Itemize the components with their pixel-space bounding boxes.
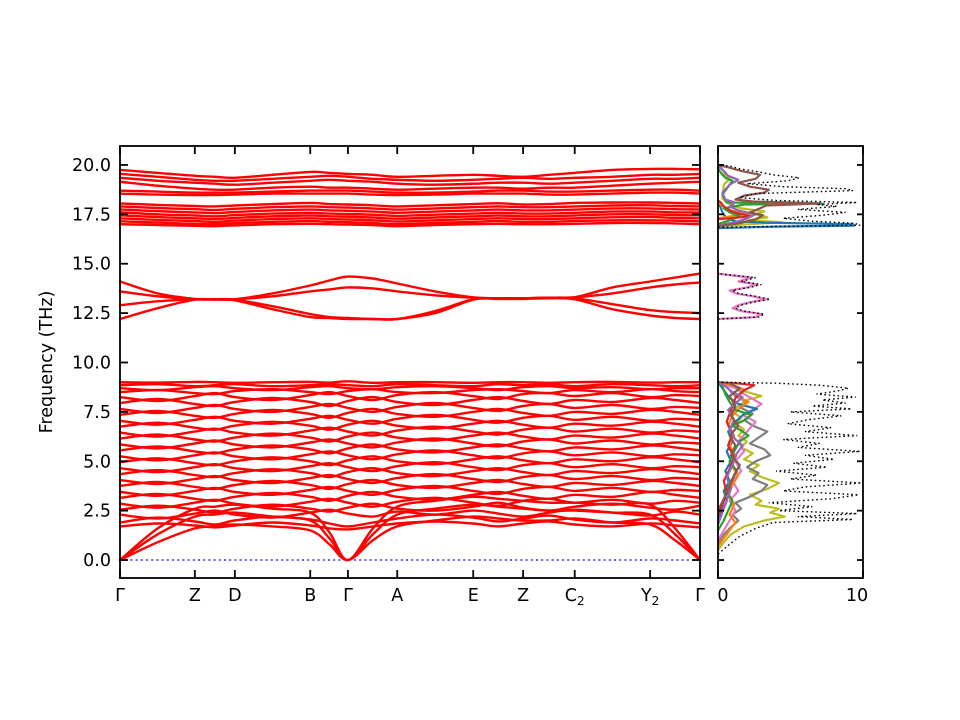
dos-series-green <box>717 381 753 531</box>
y-tick-label: 20.0 <box>72 156 111 176</box>
kpoint-label: Y2 <box>640 586 659 608</box>
y-tick-label: 10.0 <box>72 353 111 373</box>
phonon-band-line <box>118 478 702 491</box>
y-axis-label: Frequency (THz) <box>37 291 57 434</box>
phonon-band-line <box>118 272 702 301</box>
y-tick-label: 7.5 <box>83 403 111 423</box>
kpoint-label: Z <box>517 586 529 606</box>
phonon-band-line <box>118 210 702 218</box>
kpoint-label: C2 <box>565 586 585 608</box>
y-tick-label: 15.0 <box>72 255 111 275</box>
kpoint-label: Γ <box>695 586 705 606</box>
phonon-band-line <box>118 431 702 443</box>
phonon-band-line <box>118 215 702 224</box>
phonon-band-line <box>118 395 702 408</box>
phonon-band-line <box>118 382 702 388</box>
phonon-band-line <box>118 520 702 531</box>
phonon-band-line <box>118 212 702 221</box>
kpoint-label: Γ <box>343 586 353 606</box>
kpoint-label: E <box>468 586 479 606</box>
phonon-band-line <box>118 455 702 467</box>
dos-series-pink <box>717 272 767 321</box>
phonon-band-line <box>118 419 702 431</box>
kpoint-label: D <box>228 586 241 606</box>
band-structure-lines <box>118 167 702 562</box>
dos-series-purple <box>717 165 757 227</box>
dos-x-tick-label: 0 <box>717 586 728 606</box>
phonon-band-line <box>118 501 702 514</box>
axis-tick-labels: Frequency (THz) 0.0 2.5 5.0 7.5 10.0 12.5 15.0… <box>37 156 868 608</box>
kpoint-label: Γ <box>115 586 125 606</box>
phonon-band-line <box>118 201 702 208</box>
y-tick-label: 2.5 <box>83 502 111 522</box>
dos-curves <box>716 163 862 555</box>
phonon-band-line <box>118 380 702 385</box>
phonon-band-line <box>118 204 702 212</box>
dos-series-purple <box>716 381 744 525</box>
phonon-band-line <box>118 296 702 321</box>
phonon-band-line <box>118 172 702 183</box>
phonon-band-line <box>118 221 702 228</box>
y-tick-label: 12.5 <box>72 304 111 324</box>
phonon-band-line <box>118 180 702 192</box>
dos-x-tick-label: 10 <box>846 586 868 606</box>
dos-series-brown <box>717 163 821 228</box>
phonon-band-line <box>118 387 702 396</box>
phonon-band-line <box>118 407 702 420</box>
kpoint-label: A <box>391 586 403 606</box>
phonon-band-line <box>118 167 702 180</box>
phonon-band-line <box>118 466 702 479</box>
phonon-band-line <box>118 495 702 562</box>
kpoint-label: B <box>304 586 316 606</box>
phonon-band-line <box>118 490 702 503</box>
axes-frames-and-ticks <box>119 145 864 579</box>
kpoint-label: Z <box>189 586 201 606</box>
dos-series-brown <box>717 381 741 512</box>
phonon-band-line <box>118 384 702 392</box>
phonon-band-line <box>118 207 702 215</box>
phonon-band-line <box>118 513 702 528</box>
dos-total-line <box>717 381 862 555</box>
y-tick-label: 0.0 <box>83 551 111 571</box>
dos-total-line <box>717 272 771 320</box>
y-tick-label: 17.5 <box>72 205 111 225</box>
phonon-band-line <box>118 443 702 455</box>
y-tick-label: 5.0 <box>83 452 111 472</box>
phonon-band-line <box>118 191 702 197</box>
phonon-band-line <box>118 188 702 194</box>
phonon-band-line <box>118 176 702 186</box>
phonon-band-line <box>118 218 702 226</box>
